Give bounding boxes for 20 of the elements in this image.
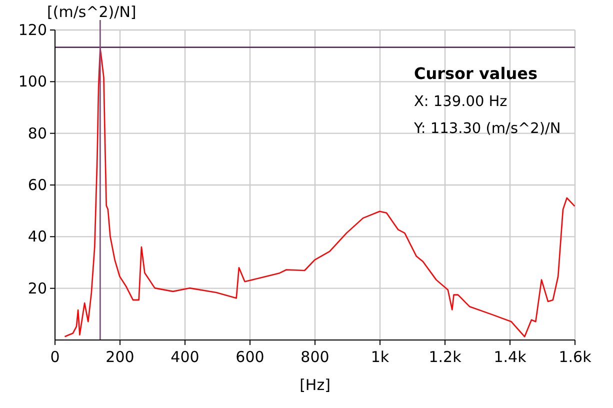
x-tick-label: 600: [236, 348, 264, 366]
x-tick-label: 200: [106, 348, 134, 366]
y-tick-label: 120: [18, 21, 47, 39]
x-tick-label: 0: [50, 348, 60, 366]
annotation: Cursor values: [414, 64, 538, 83]
x-tick-label: 400: [170, 348, 200, 366]
y-axis-title: [(m/s^2)/N]: [47, 3, 136, 21]
x-tick-label: 1.6k: [558, 348, 592, 366]
y-tick-label: 60: [28, 176, 47, 194]
annotation: X: 139.00 Hz: [414, 94, 508, 110]
y-tick-label: 20: [28, 279, 47, 298]
y-tick-label: 100: [18, 72, 47, 91]
y-tick-label: 80: [28, 124, 47, 142]
x-tick-label: 800: [300, 348, 330, 366]
annotation: Y: 113.30 (m/s^2)/N: [413, 121, 561, 137]
x-tick-label: 1k: [370, 348, 390, 366]
x-tick-label: 1.2k: [428, 348, 462, 366]
x-axis-title: [Hz]: [300, 376, 330, 394]
x-tick-label: 1.4k: [494, 348, 527, 366]
y-tick-label: 40: [28, 228, 47, 246]
